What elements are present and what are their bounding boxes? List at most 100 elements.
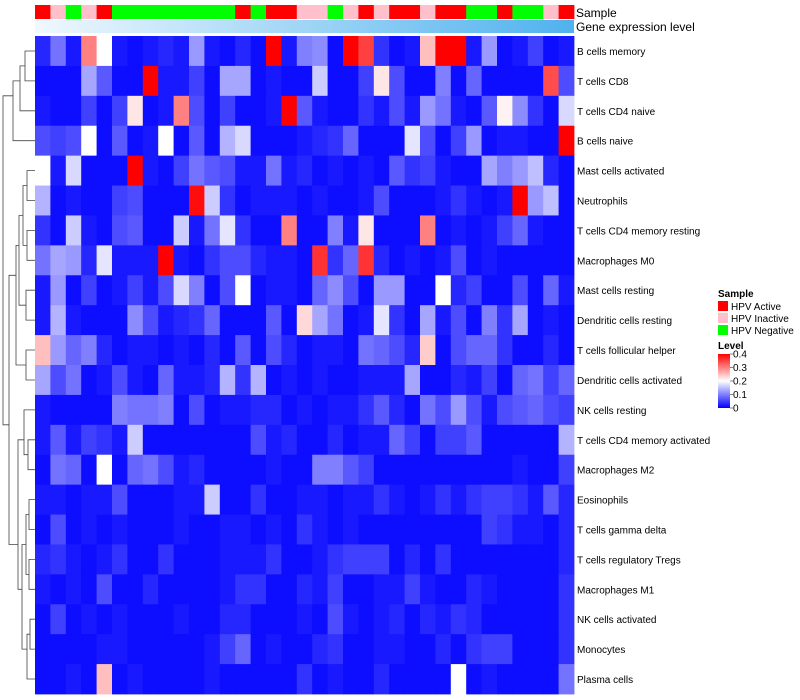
heatmap-cell-r11-c26: [435, 365, 452, 396]
sample-annotation-cell: [81, 5, 97, 19]
heatmap-cell-r11-c33: [543, 365, 559, 396]
heatmap-cell-r1-c8: [158, 65, 174, 97]
heatmap-cell-r21-c17: [296, 664, 313, 695]
heatmap-cell-r5-c28: [466, 185, 482, 216]
heatmap-cell-r8-c27: [450, 275, 467, 306]
heatmap-cell-r11-c22: [373, 365, 390, 396]
sample-annotation-cell: [312, 5, 328, 19]
heatmap-cell-r13-c0: [35, 424, 51, 456]
heatmap-cell-r1-c21: [358, 65, 375, 97]
heatmap-cell-r12-c15: [266, 394, 282, 426]
heatmap-cell-r2-c9: [173, 95, 190, 127]
heatmap-cell-r9-c11: [204, 305, 221, 336]
heatmap-cell-r0-c21: [358, 36, 375, 67]
heatmap-cell-r9-c34: [558, 305, 575, 336]
row-label: B cells memory: [577, 47, 645, 58]
heatmap-cell-r5-c26: [435, 185, 452, 216]
heatmap-cell-r8-c2: [65, 275, 82, 306]
heatmap-cell-r18-c28: [466, 574, 482, 605]
heatmap-cell-r6-c10: [189, 215, 205, 246]
heatmap-cell-r0-c14: [250, 36, 267, 67]
heatmap-cell-r0-c7: [142, 36, 159, 67]
heatmap-cell-r8-c20: [343, 275, 359, 306]
heatmap-cell-r7-c19: [327, 245, 344, 276]
heatmap-cell-r15-c6: [127, 484, 144, 515]
heatmap-cell-r2-c28: [466, 95, 482, 127]
heatmap-cell-r12-c20: [343, 394, 359, 426]
heatmap-cell-r20-c30: [497, 634, 513, 665]
heatmap-cell-r3-c27: [450, 125, 467, 157]
heatmap-cell-r16-c24: [404, 514, 421, 545]
heatmap-cell-r20-c8: [158, 634, 174, 665]
heatmap-cell-r14-c3: [81, 454, 97, 486]
heatmap-cell-r14-c30: [497, 454, 513, 486]
heatmap-cell-r15-c22: [373, 484, 390, 515]
heatmap-cell-r13-c22: [373, 424, 390, 456]
heatmap-cell-r11-c12: [219, 365, 236, 396]
heatmap-cell-r21-c25: [420, 664, 436, 695]
heatmap-cell-r14-c33: [543, 454, 559, 486]
heatmap-cell-r19-c11: [204, 604, 221, 635]
heatmap-cell-r10-c14: [250, 335, 267, 366]
heatmap-cell-r5-c24: [404, 185, 421, 216]
heatmap-cell-r0-c13: [235, 36, 251, 67]
heatmap-cell-r19-c27: [450, 604, 467, 635]
heatmap-cell-r8-c7: [142, 275, 159, 306]
heatmap-cell-r21-c2: [65, 664, 82, 695]
heatmap-cell-r8-c25: [420, 275, 436, 306]
heatmap-cell-r14-c24: [404, 454, 421, 486]
dendrogram-branch: [24, 50, 35, 82]
heatmap-cell-r18-c33: [543, 574, 559, 605]
heatmap-cell-r17-c21: [358, 544, 375, 575]
heatmap-cell-r2-c25: [420, 95, 436, 127]
heatmap-cell-r16-c16: [281, 514, 298, 545]
heatmap-cell-r6-c8: [158, 215, 174, 246]
heatmap-cell-r4-c11: [204, 155, 221, 186]
heatmap-cell-r13-c24: [404, 424, 421, 456]
heatmap-cell-r19-c18: [312, 604, 328, 635]
heatmap-cell-r15-c7: [142, 484, 159, 515]
heatmap-cell-r17-c19: [327, 544, 344, 575]
heatmap-cell-r15-c19: [327, 484, 344, 515]
dendrogram-branch: [27, 439, 35, 471]
heatmap-cell-r5-c16: [281, 185, 298, 216]
heatmap-cell-r18-c20: [343, 574, 359, 605]
heatmap-cell-r16-c21: [358, 514, 375, 545]
heatmap-cell-r12-c22: [373, 394, 390, 426]
heatmap-cell-r12-c28: [466, 394, 482, 426]
sample-annotation-cell: [219, 5, 236, 19]
heatmap-cell-r18-c16: [281, 574, 298, 605]
heatmap-cell-r20-c15: [266, 634, 282, 665]
heatmap-cell-r20-c12: [219, 634, 236, 665]
heatmap-cell-r0-c4: [96, 36, 113, 67]
dendrogram-branch: [12, 80, 35, 142]
heatmap-cell-r21-c28: [466, 664, 482, 695]
heatmap-cell-r18-c8: [158, 574, 174, 605]
heatmap-cell-r9-c30: [497, 305, 513, 336]
heatmap-cell-r9-c1: [50, 305, 67, 336]
heatmap-cell-r3-c28: [466, 125, 482, 157]
row-label: Macrophages M0: [577, 256, 655, 267]
heatmap-cell-r15-c15: [266, 484, 282, 515]
heatmap-cell-r20-c0: [35, 634, 51, 665]
heatmap-cell-r17-c1: [50, 544, 67, 575]
heatmap-cell-r5-c4: [96, 185, 113, 216]
heatmap-cell-r13-c3: [81, 424, 97, 456]
heatmap-cell-r5-c25: [420, 185, 436, 216]
dendrogram-branch: [15, 245, 26, 366]
heatmap-cell-r21-c31: [512, 664, 529, 695]
heatmap-cell-r20-c3: [81, 634, 97, 665]
heatmap-cell-r1-c23: [389, 65, 405, 97]
heatmap-cell-r7-c22: [373, 245, 390, 276]
heatmap-cell-r6-c34: [558, 215, 575, 246]
heatmap-cell-r14-c15: [266, 454, 282, 486]
heatmap-cell-r13-c10: [189, 424, 205, 456]
heatmap-cell-r17-c3: [81, 544, 97, 575]
heatmap-cell-r1-c26: [435, 65, 452, 97]
heatmap-cell-r10-c0: [35, 335, 51, 366]
heatmap-cell-r8-c19: [327, 275, 344, 306]
heatmap-cell-r5-c23: [389, 185, 405, 216]
heatmap-cell-r9-c27: [450, 305, 467, 336]
heatmap-cell-r2-c15: [266, 95, 282, 127]
heatmap-cell-r16-c10: [189, 514, 205, 545]
